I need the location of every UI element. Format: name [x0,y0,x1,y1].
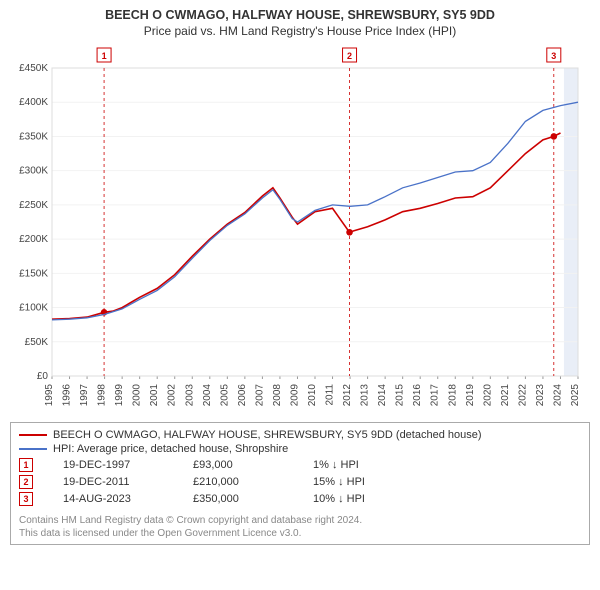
title-line2: Price paid vs. HM Land Registry's House … [10,24,590,38]
event-diff: 10% ↓ HPI [313,493,365,505]
svg-text:2012: 2012 [342,384,353,407]
svg-text:2024: 2024 [552,384,563,407]
svg-text:1996: 1996 [62,384,73,407]
svg-text:2013: 2013 [360,384,371,407]
svg-text:£200K: £200K [19,234,48,245]
svg-text:2016: 2016 [412,384,423,407]
svg-text:2004: 2004 [202,384,213,407]
event-marker-box: 3 [19,492,33,506]
legend-item: HPI: Average price, detached house, Shro… [19,443,581,455]
event-date: 14-AUG-2023 [63,493,163,505]
event-marker-box: 2 [19,475,33,489]
svg-text:2001: 2001 [149,384,160,407]
svg-text:1998: 1998 [97,384,108,407]
svg-text:2022: 2022 [517,384,528,407]
svg-text:2000: 2000 [132,384,143,407]
svg-text:2019: 2019 [465,384,476,407]
title-line1: BEECH O CWMAGO, HALFWAY HOUSE, SHREWSBUR… [10,8,590,22]
svg-text:£400K: £400K [19,97,48,108]
svg-text:2018: 2018 [447,384,458,407]
event-price: £350,000 [193,493,283,505]
event-diff: 15% ↓ HPI [313,476,365,488]
svg-text:1997: 1997 [79,384,90,407]
svg-text:1995: 1995 [44,384,55,407]
svg-text:1: 1 [102,51,107,61]
svg-text:£0: £0 [37,371,49,382]
legend-swatch [19,434,47,436]
svg-text:2011: 2011 [325,384,336,406]
legend-swatch [19,448,47,450]
svg-text:2021: 2021 [500,384,511,407]
svg-text:2010: 2010 [307,384,318,407]
svg-text:£300K: £300K [19,166,48,177]
legend-label: HPI: Average price, detached house, Shro… [53,443,288,455]
svg-text:2017: 2017 [430,384,441,407]
svg-text:2007: 2007 [254,384,265,407]
svg-text:£50K: £50K [25,337,49,348]
svg-text:2009: 2009 [289,384,300,407]
event-date: 19-DEC-2011 [63,476,163,488]
svg-text:2015: 2015 [395,384,406,407]
event-list: 1 19-DEC-1997 £93,000 1% ↓ HPI 2 19-DEC-2011 £… [19,458,581,506]
legend-label: BEECH O CWMAGO, HALFWAY HOUSE, SHREWSBUR… [53,429,482,441]
legend-item: BEECH O CWMAGO, HALFWAY HOUSE, SHREWSBUR… [19,429,581,441]
svg-text:£100K: £100K [19,303,48,314]
svg-text:2025: 2025 [570,384,581,407]
chart-title-block: BEECH O CWMAGO, HALFWAY HOUSE, SHREWSBUR… [10,8,590,38]
legend: BEECH O CWMAGO, HALFWAY HOUSE, SHREWSBUR… [19,429,581,455]
svg-text:2002: 2002 [167,384,178,407]
svg-text:£150K: £150K [19,268,48,279]
event-row: 1 19-DEC-1997 £93,000 1% ↓ HPI [19,458,581,472]
svg-text:£250K: £250K [19,200,48,211]
attribution: Contains HM Land Registry data © Crown c… [19,514,581,540]
event-marker-box: 1 [19,458,33,472]
event-date: 19-DEC-1997 [63,459,163,471]
svg-text:2006: 2006 [237,384,248,407]
event-row: 2 19-DEC-2011 £210,000 15% ↓ HPI [19,475,581,489]
price-chart: £0 £50K £100K £150K £200K £250K £300K £350K £400… [10,44,590,414]
event-row: 3 14-AUG-2023 £350,000 10% ↓ HPI [19,492,581,506]
svg-text:2005: 2005 [219,384,230,407]
svg-text:2014: 2014 [377,384,388,407]
event-price: £210,000 [193,476,283,488]
svg-text:2023: 2023 [535,384,546,407]
legend-and-events: BEECH O CWMAGO, HALFWAY HOUSE, SHREWSBUR… [10,422,590,545]
svg-text:2008: 2008 [272,384,283,407]
svg-text:2: 2 [347,51,352,61]
svg-text:2003: 2003 [184,384,195,407]
svg-text:2020: 2020 [482,384,493,407]
svg-text:£450K: £450K [19,63,48,74]
attribution-line2: This data is licensed under the Open Gov… [19,527,581,540]
event-price: £93,000 [193,459,283,471]
svg-text:1999: 1999 [114,384,125,407]
event-diff: 1% ↓ HPI [313,459,359,471]
svg-text:£350K: £350K [19,131,48,142]
svg-text:3: 3 [551,51,556,61]
attribution-line1: Contains HM Land Registry data © Crown c… [19,514,581,527]
